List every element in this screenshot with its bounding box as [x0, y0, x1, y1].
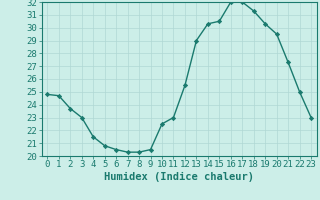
X-axis label: Humidex (Indice chaleur): Humidex (Indice chaleur) [104, 172, 254, 182]
